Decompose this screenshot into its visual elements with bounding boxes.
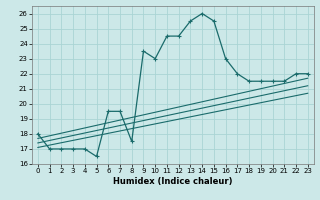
X-axis label: Humidex (Indice chaleur): Humidex (Indice chaleur) (113, 177, 233, 186)
